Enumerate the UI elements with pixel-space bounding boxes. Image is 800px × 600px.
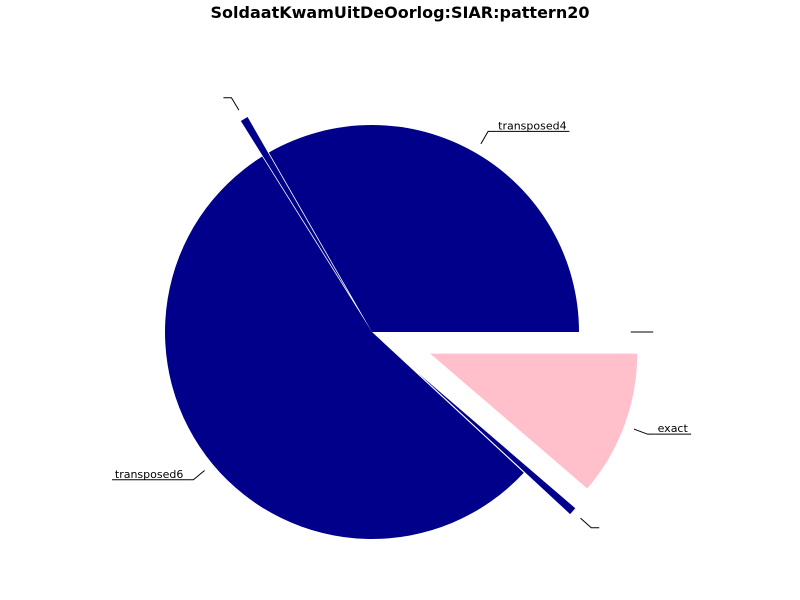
leader-line-0 bbox=[480, 130, 497, 145]
pie-slice-4 bbox=[430, 353, 638, 489]
pie-slice-1 bbox=[240, 117, 351, 297]
leader-line-3 bbox=[580, 517, 600, 529]
slice-label-2: transposed6 bbox=[115, 468, 183, 481]
pie-slice-0 bbox=[268, 124, 579, 333]
slice-labels: transposed4 transposed6 exact bbox=[115, 119, 689, 480]
leader-line-2 bbox=[185, 470, 205, 481]
chart-title: SoldaatKwamUitDeOorlog:SIAR:pattern20 bbox=[210, 3, 590, 22]
label-leaders bbox=[112, 97, 692, 529]
slice-label-0: transposed4 bbox=[498, 119, 566, 132]
pie-slice-2 bbox=[164, 156, 524, 540]
pie-slices bbox=[164, 117, 638, 540]
leader-line-1 bbox=[223, 97, 240, 111]
pie-slice-3 bbox=[418, 373, 576, 515]
leader-line-4 bbox=[633, 428, 656, 435]
slice-label-4: exact bbox=[658, 422, 689, 435]
